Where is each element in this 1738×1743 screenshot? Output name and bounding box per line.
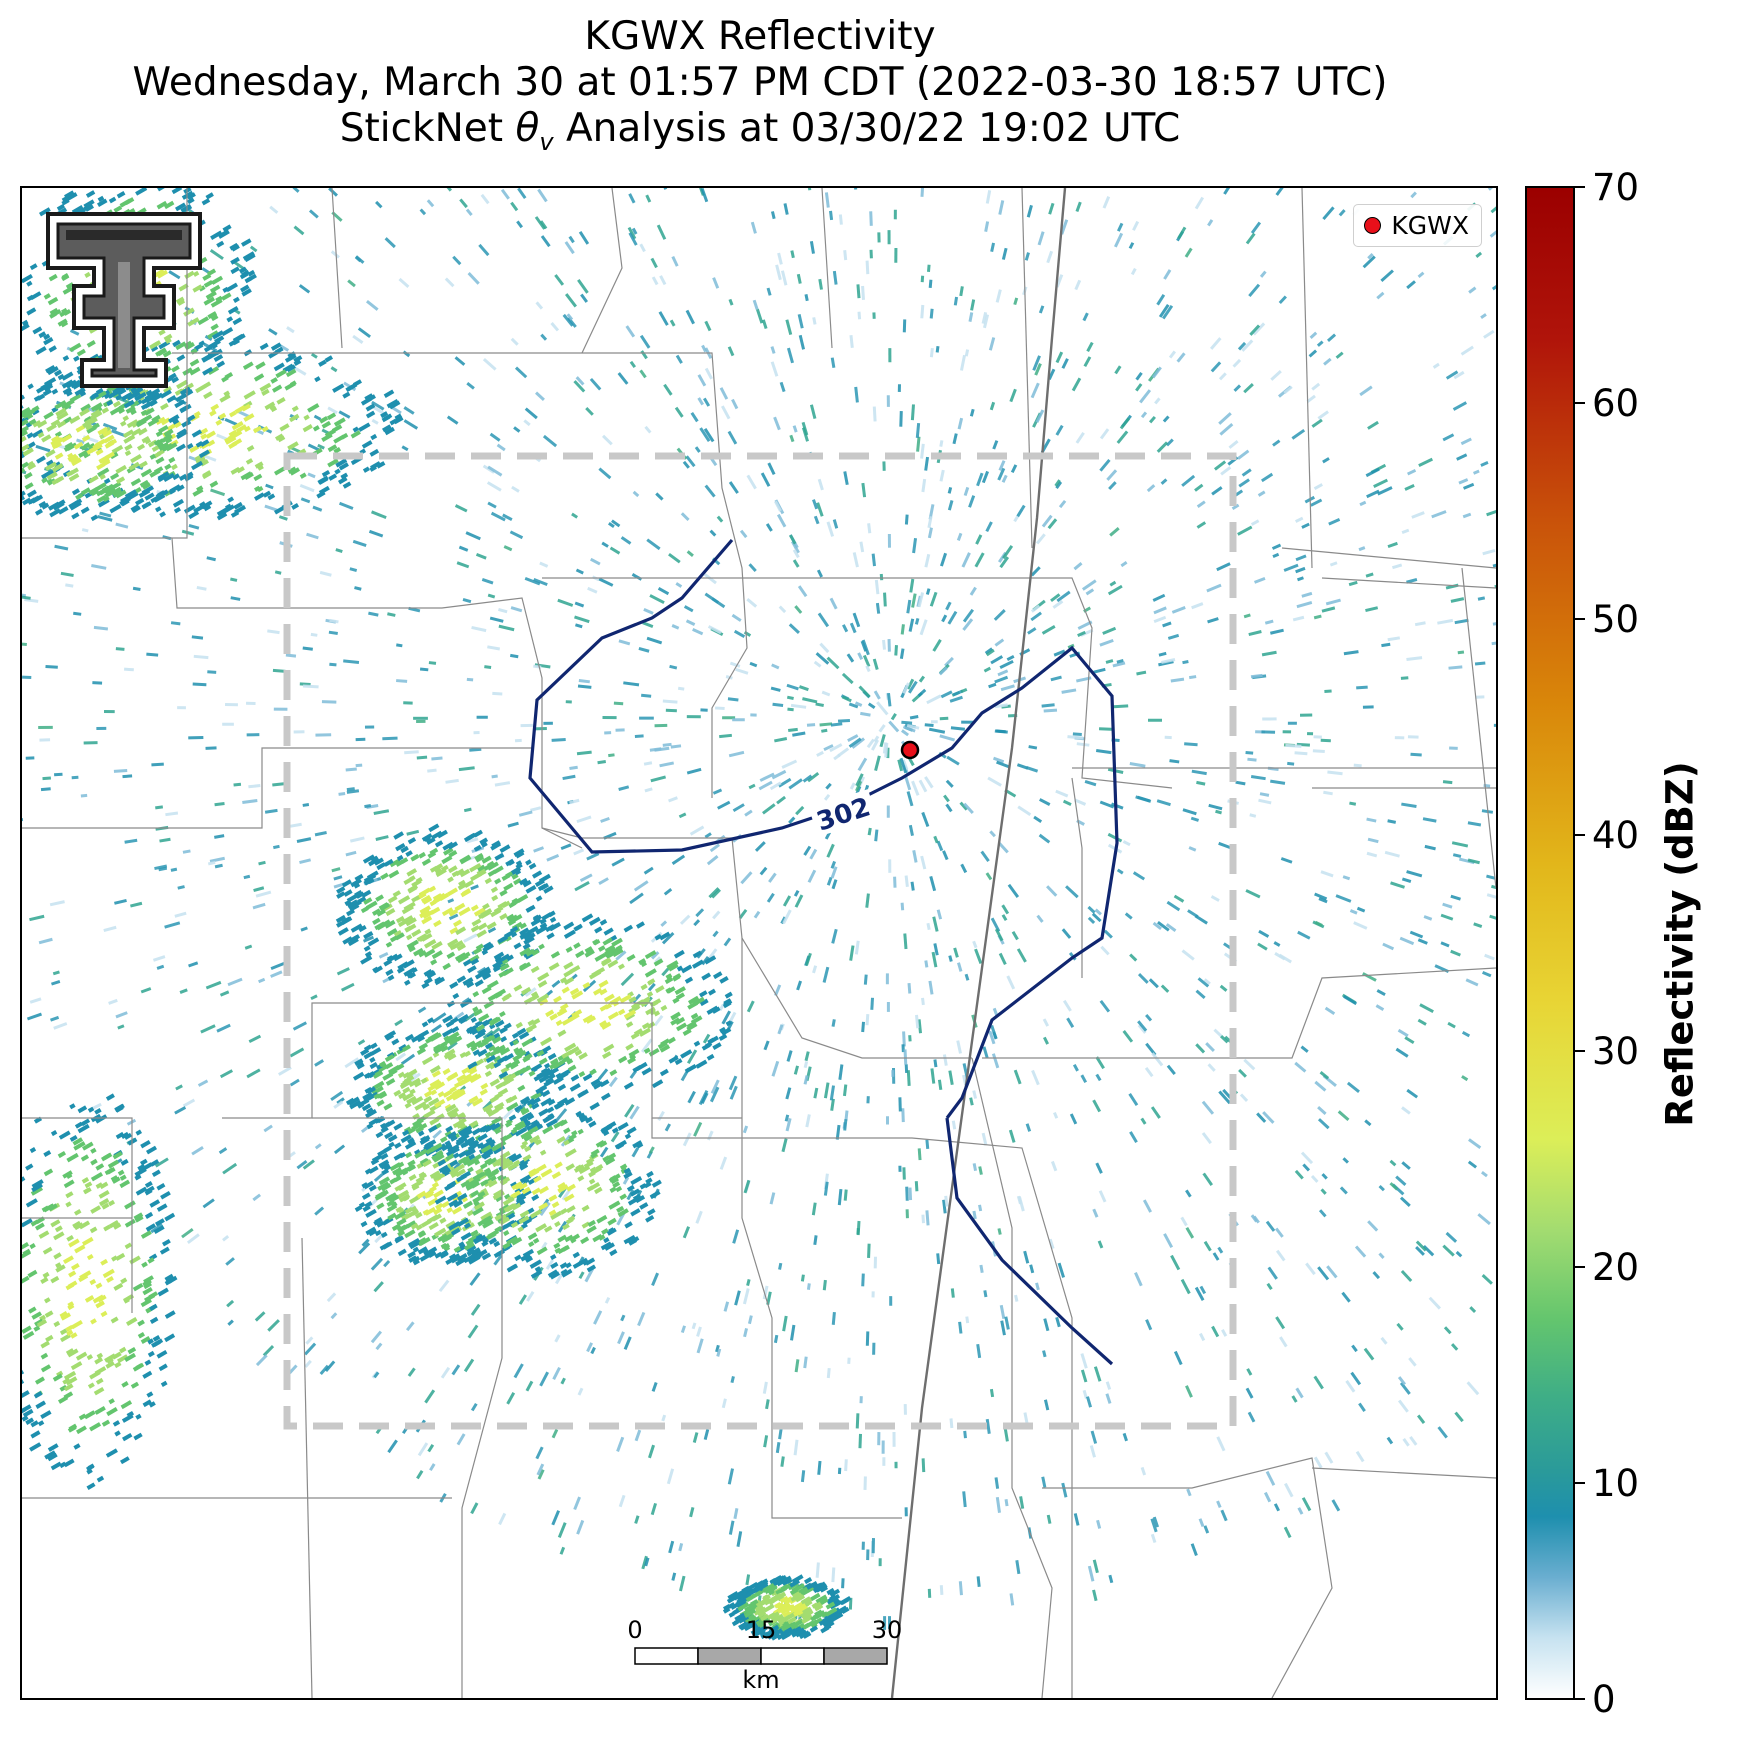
radar-site-marker[interactable] [900, 740, 920, 760]
county-boundaries [22, 188, 1496, 1698]
colorbar-tick-mark [1575, 186, 1585, 188]
colorbar-tick-mark [1575, 1050, 1585, 1052]
colorbar-tick-label: 0 [1592, 1678, 1616, 1721]
colorbar-tick-label: 50 [1592, 598, 1640, 641]
state-boundary [890, 188, 1067, 1698]
figure-title: KGWX Reflectivity Wednesday, March 30 at… [0, 14, 1520, 165]
title-analysis: StickNet θv Analysis at 03/30/22 19:02 U… [0, 106, 1520, 165]
colorbar-tick-label: 40 [1592, 814, 1640, 857]
reflectivity-colorbar [1525, 186, 1575, 1700]
colorbar-tick-mark [1575, 402, 1585, 404]
analysis-domain-box [283, 452, 1237, 1430]
contour-label-text: 302 [813, 792, 874, 837]
theta-symbol: θ [515, 106, 540, 151]
radar-map[interactable]: 302 0 15 30 km KGWX [20, 186, 1498, 1700]
colorbar-tick-label: 30 [1592, 1030, 1640, 1073]
radar-site-legend-icon [1364, 217, 1382, 234]
colorbar-tick-mark [1575, 1482, 1585, 1484]
scale-bar [634, 1647, 888, 1665]
title-radar: KGWX Reflectivity [584, 14, 936, 59]
theta-v-contour-302 [528, 538, 1119, 1366]
title-analysis-prefix: StickNet [339, 106, 516, 151]
title-datetime: Wednesday, March 30 at 01:57 PM CDT (202… [132, 60, 1388, 105]
contour-label: 302 [808, 789, 878, 838]
colorbar-tick-mark [1575, 618, 1585, 620]
scale-tick-0: 0 [627, 1616, 643, 1644]
colorbar-tick-mark [1575, 834, 1585, 836]
scale-tick-30: 30 [871, 1616, 903, 1644]
reflectivity-echoes [22, 188, 1496, 1641]
theta-subscript: v [539, 127, 554, 156]
colorbar-tick-label: 20 [1592, 1246, 1640, 1289]
colorbar-title: Reflectivity (dBZ) [1658, 761, 1702, 1127]
scale-unit: km [742, 1666, 780, 1694]
colorbar-tick-mark [1575, 1698, 1585, 1700]
colorbar-tick-label: 60 [1592, 382, 1640, 425]
scale-tick-15: 15 [745, 1616, 777, 1644]
colorbar-tick-label: 10 [1592, 1462, 1640, 1505]
map-legend: KGWX [1353, 204, 1482, 247]
colorbar-tick-mark [1575, 1266, 1585, 1268]
title-analysis-suffix: Analysis at 03/30/22 19:02 UTC [553, 106, 1181, 151]
radar-map-canvas: 302 [22, 188, 1496, 1698]
legend-label: KGWX [1391, 211, 1469, 240]
colorbar-tick-label: 70 [1592, 166, 1640, 209]
texas-tech-double-t-logo [46, 212, 202, 388]
